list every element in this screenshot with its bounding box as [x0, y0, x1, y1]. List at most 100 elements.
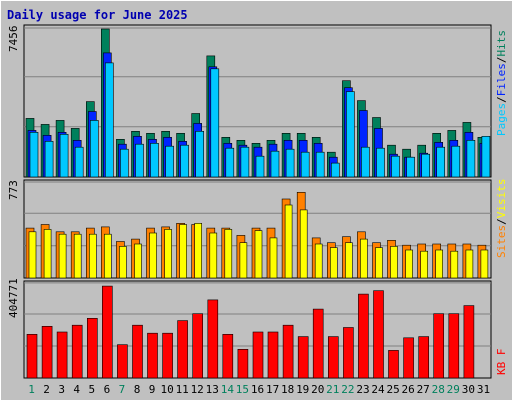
legend-item: /: [495, 57, 508, 64]
y-max-label-visits: 773: [7, 180, 20, 200]
legend-item: /: [495, 96, 508, 103]
bar-kbf-day-12: [192, 313, 203, 379]
bar-visits-day-31: [480, 249, 489, 279]
bar-visits-day-12: [194, 223, 202, 279]
bar-kbf-day-7: [117, 344, 128, 379]
x-tick-label-day-4: 4: [73, 383, 80, 396]
bar-pages-day-31: [481, 136, 491, 178]
x-tick-label-day-9: 9: [149, 383, 156, 396]
bar-kbf-day-21: [327, 336, 339, 379]
bar-pages-day-4: [74, 146, 84, 178]
bar-kbf-day-6: [102, 285, 113, 379]
bar-pages-day-11: [180, 144, 189, 178]
bar-pages-day-7: [120, 148, 129, 178]
bar-kbf-day-18: [282, 324, 294, 379]
bar-pages-day-10: [165, 145, 174, 178]
bar-kbf-day-19: [297, 336, 309, 379]
x-tick-label-day-22: 22: [341, 383, 354, 396]
bar-pages-day-15: [240, 146, 250, 178]
legend-hits-files-pages: Pages/Files/Hits: [495, 30, 508, 136]
x-tick-label-day-15: 15: [236, 383, 249, 396]
legend-kbf: KB F: [495, 349, 508, 376]
bar-pages-day-26: [406, 156, 415, 178]
bar-pages-day-9: [150, 143, 159, 178]
bar-visits-day-18: [284, 204, 293, 279]
bar-kbf-day-4: [71, 324, 83, 379]
bar-visits-day-27: [420, 250, 429, 279]
bar-kbf-day-25: [388, 350, 399, 379]
x-tick-label-day-16: 16: [251, 383, 264, 396]
bar-pages-day-12: [195, 131, 204, 178]
x-tick-label-day-30: 30: [462, 383, 475, 396]
legend-item: /: [495, 218, 508, 225]
bar-pages-day-23: [361, 146, 370, 178]
bar-kbf-day-16: [252, 331, 264, 379]
bar-visits-day-25: [390, 246, 398, 279]
x-tick-label-day-3: 3: [58, 383, 65, 396]
bar-visits-day-29: [450, 250, 459, 279]
bar-kbf-day-5: [87, 317, 98, 379]
x-tick-label-day-6: 6: [104, 383, 111, 396]
bar-visits-day-28: [435, 249, 444, 279]
bar-visits-day-5: [89, 233, 97, 279]
bar-pages-day-14: [225, 147, 235, 178]
x-tick-label-day-25: 25: [386, 383, 399, 396]
x-tick-label-day-10: 10: [160, 383, 173, 396]
bar-visits-day-24: [375, 247, 383, 279]
x-tick-label-day-17: 17: [266, 383, 279, 396]
x-tick-label-day-23: 23: [356, 383, 369, 396]
bar-visits-day-2: [43, 229, 52, 279]
legend-sites-visits: Sites/Visits: [495, 179, 508, 259]
bar-pages-day-20: [315, 151, 325, 178]
bar-pages-day-22: [346, 91, 355, 178]
legend-item: Pages: [495, 103, 508, 136]
bar-kbf-day-28: [433, 313, 445, 379]
bar-pages-day-6: [105, 62, 114, 178]
x-tick-label-day-1: 1: [28, 383, 35, 396]
bar-visits-day-14: [224, 229, 233, 279]
x-tick-label-day-20: 20: [311, 383, 324, 396]
x-tick-label-day-21: 21: [326, 383, 339, 396]
bar-visits-day-16: [254, 230, 263, 279]
x-tick-label-day-11: 11: [176, 383, 189, 396]
bar-kbf-day-10: [162, 332, 173, 379]
bar-pages-day-17: [270, 150, 280, 178]
x-tick-label-day-7: 7: [119, 383, 126, 396]
bar-pages-day-16: [255, 155, 265, 178]
bar-visits-day-21: [329, 247, 338, 279]
bar-kbf-day-20: [312, 308, 324, 379]
bar-pages-day-27: [421, 153, 431, 178]
bar-pages-day-3: [59, 134, 69, 178]
x-tick-label-day-2: 2: [43, 383, 50, 396]
bar-pages-day-2: [44, 141, 54, 178]
bar-kbf-day-27: [418, 336, 430, 379]
bar-kbf-day-3: [56, 331, 68, 379]
bar-kbf-day-1: [26, 333, 38, 379]
legend-item: Files: [495, 63, 508, 96]
x-tick-label-day-13: 13: [206, 383, 219, 396]
x-tick-label-day-27: 27: [417, 383, 430, 396]
bar-visits-day-4: [73, 233, 82, 279]
bar-kbf-day-26: [403, 337, 414, 379]
bar-visits-day-8: [134, 243, 142, 279]
bar-kbf-day-22: [343, 327, 354, 379]
y-max-label-hits: 7456: [7, 25, 20, 53]
bar-visits-day-13: [209, 232, 218, 279]
bar-kbf-day-24: [373, 290, 384, 379]
x-tick-label-day-28: 28: [432, 383, 445, 396]
bar-kbf-day-30: [463, 305, 475, 379]
bar-kbf-day-14: [222, 333, 234, 379]
x-tick-label-day-18: 18: [281, 383, 294, 396]
bar-pages-day-21: [330, 162, 340, 178]
legend-item: Visits: [495, 179, 508, 219]
bar-visits-day-15: [239, 242, 248, 279]
bar-visits-day-11: [179, 224, 187, 279]
bar-visits-day-19: [299, 209, 308, 279]
bar-pages-day-24: [376, 147, 385, 178]
bar-visits-day-3: [58, 233, 67, 279]
legend-item: KB F: [495, 349, 508, 376]
bar-visits-day-9: [149, 232, 157, 279]
bar-pages-day-29: [451, 145, 461, 178]
bar-pages-day-13: [210, 68, 220, 178]
